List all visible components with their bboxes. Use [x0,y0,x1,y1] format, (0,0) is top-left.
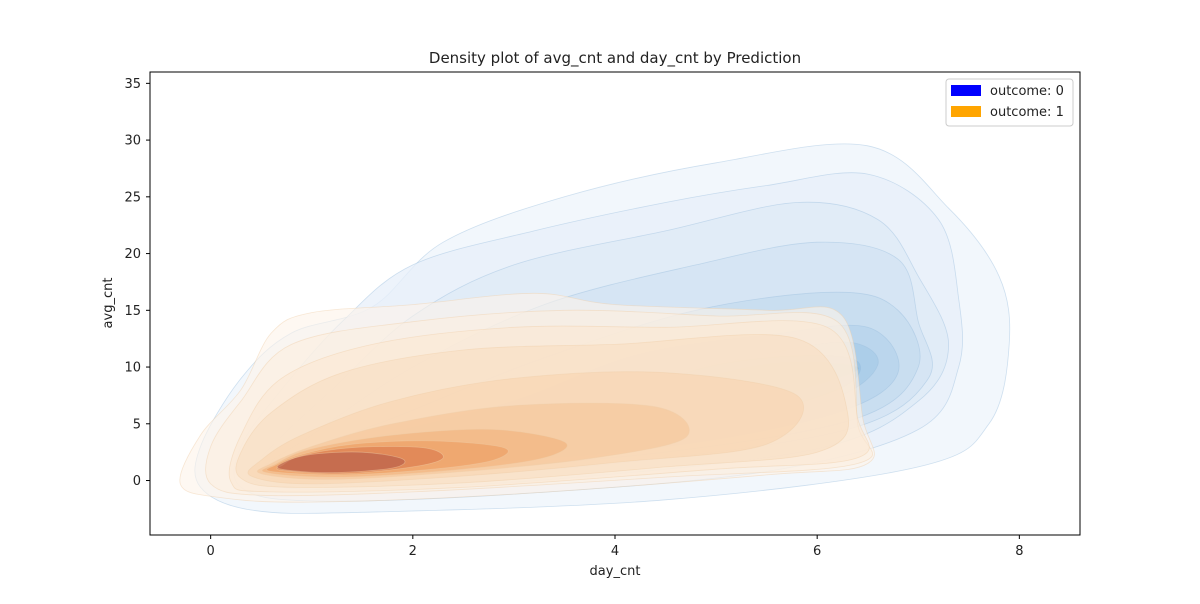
x-tick-label: 4 [611,544,619,559]
chart-title: Density plot of avg_cnt and day_cnt by P… [429,49,801,68]
y-tick-label: 30 [124,134,141,149]
legend-swatch-outcome-1 [951,106,981,117]
series-outcome-1-contours [179,292,875,503]
legend-label-outcome-1: outcome: 1 [990,105,1064,120]
legend-label-outcome-0: outcome: 0 [990,84,1064,99]
y-tick-label: 25 [124,190,141,205]
y-tick-label: 0 [133,474,141,489]
y-tick-label: 5 [133,417,141,432]
x-axis-label: day_cnt [590,564,641,579]
x-tick-label: 0 [207,544,215,559]
y-tick-label: 15 [124,304,141,319]
legend: outcome: 0 outcome: 1 [945,78,1074,127]
y-axis-ticks: 0 5 10 15 20 25 30 35 [124,77,150,489]
y-axis-label: avg_cnt [101,278,116,329]
contour-level-10 [276,451,406,474]
x-tick-label: 8 [1015,544,1023,559]
contour-layers [179,143,1011,514]
x-tick-label: 2 [409,544,417,559]
y-tick-label: 10 [124,361,141,376]
legend-swatch-outcome-0 [951,85,981,96]
x-tick-label: 6 [813,544,821,559]
x-axis-ticks: 0 2 4 6 8 [207,535,1023,559]
y-tick-label: 20 [124,247,141,262]
y-tick-label: 35 [124,77,141,92]
